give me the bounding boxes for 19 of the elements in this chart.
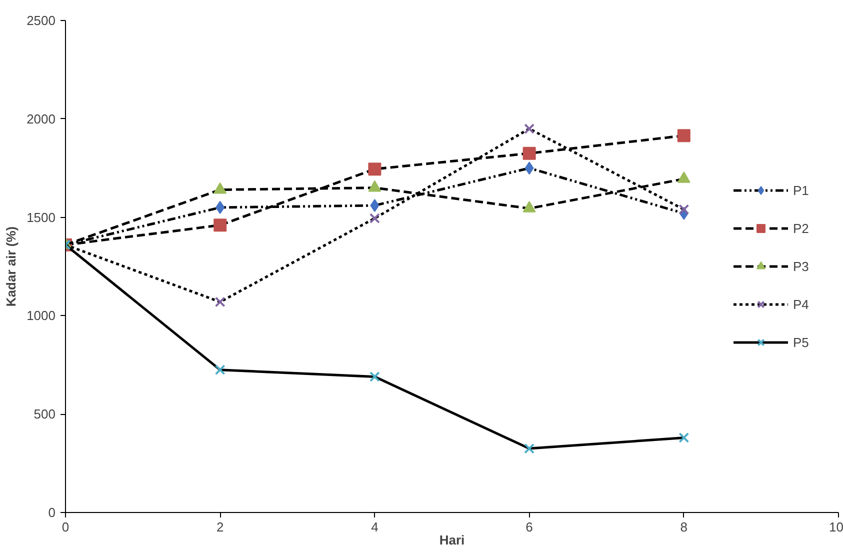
- legend-label: P3: [793, 258, 810, 274]
- x-tick-label: 4: [371, 520, 378, 534]
- legend-label: P1: [793, 182, 810, 198]
- x-axis-title: Hari: [439, 532, 465, 548]
- y-axis-title: Kadar air (%): [4, 226, 19, 307]
- y-tick-label: 0: [48, 505, 56, 520]
- y-tick-label: 1500: [26, 210, 56, 225]
- x-tick-label: 8: [680, 520, 688, 534]
- legend-label: P5: [793, 334, 810, 350]
- y-tick-label: 1000: [26, 308, 56, 324]
- y-tick-label: 2000: [26, 111, 56, 126]
- x-tick-label: 10: [829, 520, 843, 534]
- y-tick-label: 500: [34, 406, 56, 422]
- legend-label: P2: [793, 220, 810, 236]
- x-tick-label: 0: [62, 520, 70, 534]
- y-tick-label: 2500: [26, 13, 56, 28]
- legend-label: P4: [793, 296, 810, 312]
- x-tick-label: 6: [526, 520, 533, 534]
- x-tick-label: 2: [216, 520, 224, 534]
